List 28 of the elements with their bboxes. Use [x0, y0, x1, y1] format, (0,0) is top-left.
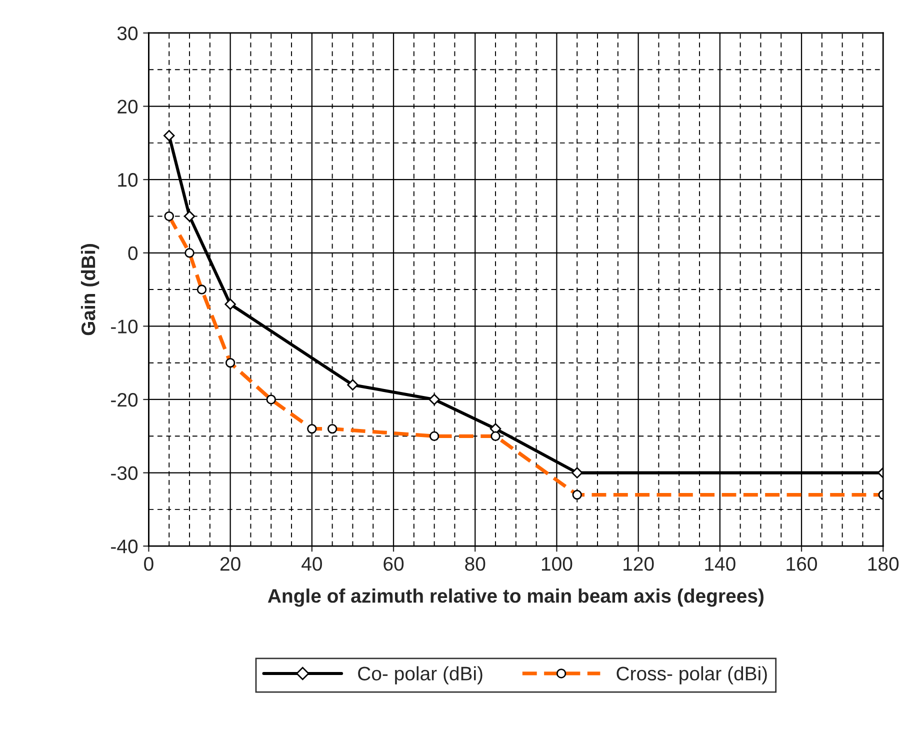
point: [164, 130, 175, 142]
y-tick-label: 30: [117, 26, 138, 40]
x-tick-label: 180: [868, 557, 899, 571]
x-tick-label: 20: [220, 557, 240, 571]
y-tick-label: -40: [111, 540, 138, 554]
y-tick-label: -10: [111, 320, 138, 334]
x-tick-label: 0: [144, 557, 154, 571]
y-tick-label: -20: [111, 392, 138, 407]
y-tick-label: 10: [118, 173, 138, 187]
point: [428, 394, 440, 406]
x-tick-label: 60: [384, 557, 404, 571]
x-axis-title: Angle of azimuth relative to main beam axis (degrees): [268, 588, 764, 607]
x-tick-label: 120: [624, 557, 654, 571]
legend-label: Co- polar (dBi): [358, 666, 482, 684]
legend-label: Cross- polar (dBi): [616, 666, 767, 684]
y-axis-title: Gain (dBi): [80, 244, 100, 336]
y-tick-label: -30: [111, 466, 138, 480]
point: [224, 298, 236, 310]
point: [572, 467, 583, 478]
x-tick-label: 140: [705, 557, 736, 571]
x-tick-label: 100: [542, 557, 572, 571]
point: [184, 210, 196, 222]
point: [347, 379, 358, 390]
x-tick-label: 40: [302, 557, 322, 571]
x-tick-label: 160: [786, 557, 817, 571]
y-tick-label: 0: [128, 246, 138, 260]
y-tick-label: 20: [118, 100, 138, 114]
x-tick-label: 80: [465, 557, 486, 571]
